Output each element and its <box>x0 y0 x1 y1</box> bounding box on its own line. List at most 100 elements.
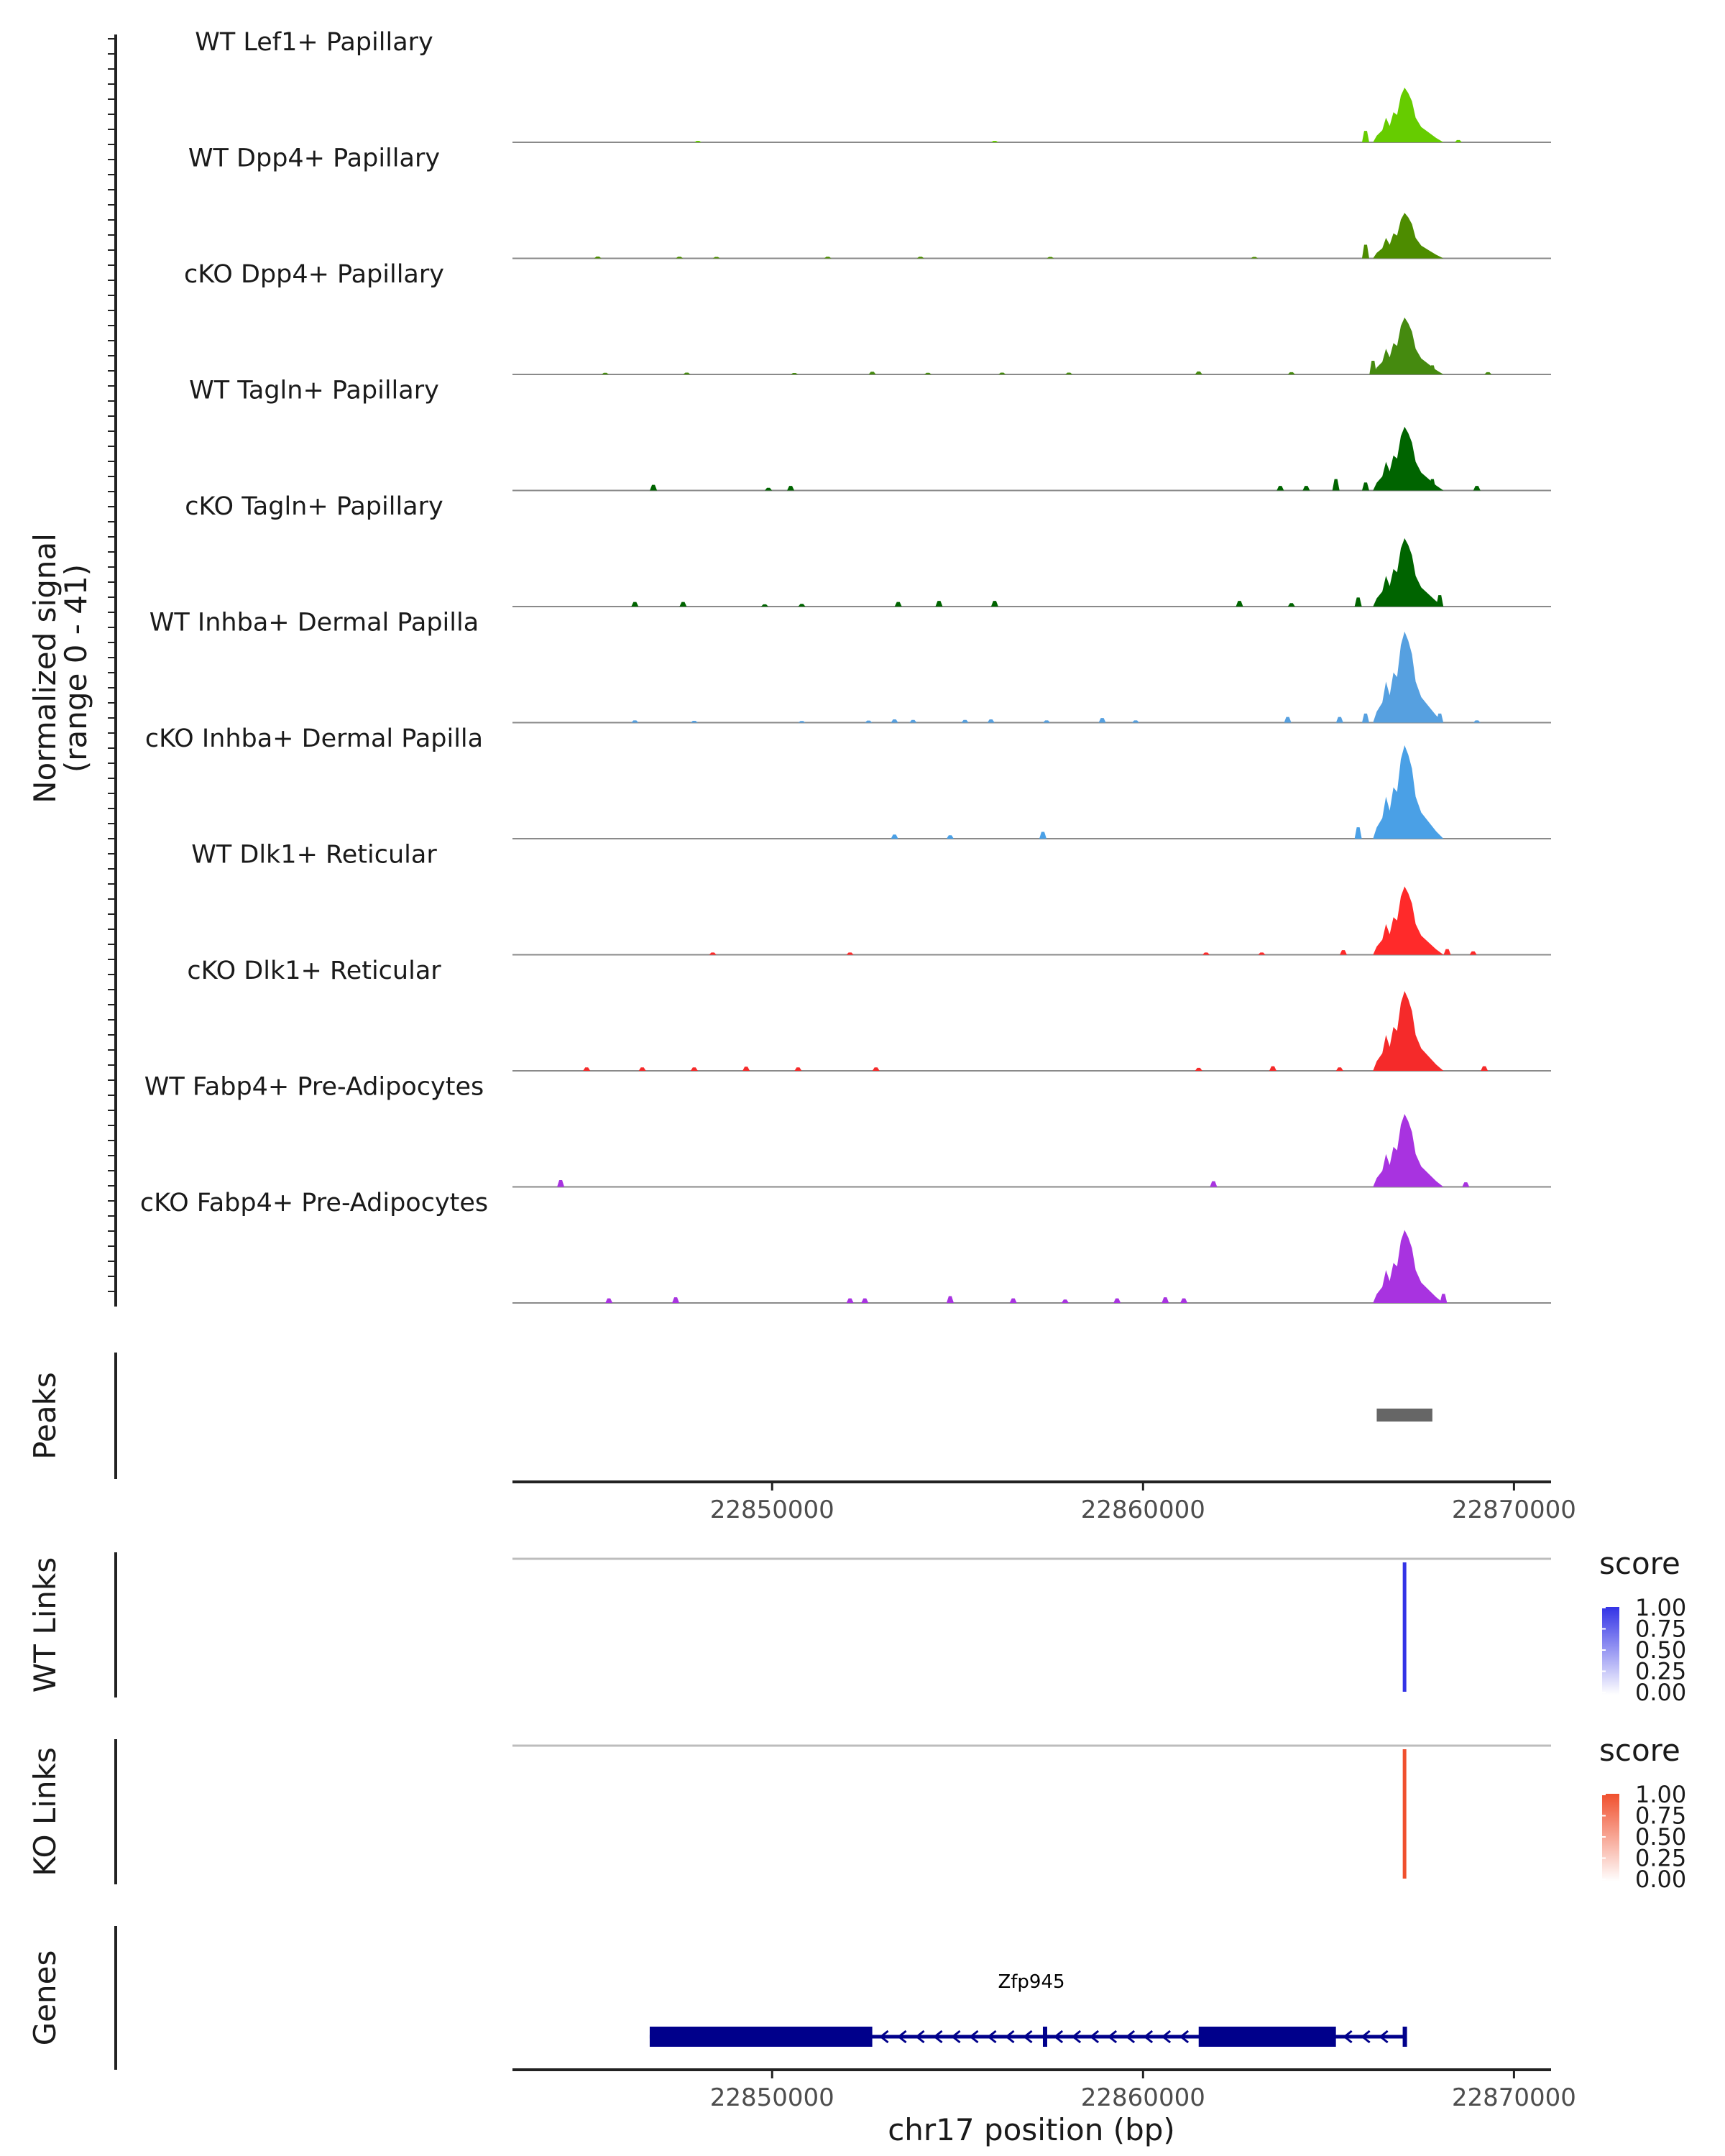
signal-peak <box>1373 426 1444 491</box>
signal-spot <box>1361 482 1369 491</box>
signal-peak <box>1373 213 1444 259</box>
signal-spot <box>605 1298 613 1303</box>
signal-spot <box>1039 831 1046 839</box>
track-label: cKO Dlk1+ Reticular <box>187 957 441 985</box>
x-tick-label: 22860000 <box>1081 2083 1205 2112</box>
signal-spot <box>1332 479 1340 491</box>
signal-spot <box>1462 1182 1470 1187</box>
track-label: WT Dpp4+ Papillary <box>188 144 440 173</box>
x-tick-label: 22850000 <box>710 1496 834 1524</box>
signal-spot <box>742 1067 750 1071</box>
signal-spot <box>1287 372 1295 374</box>
signal-spot <box>694 141 702 142</box>
gene-model <box>649 2027 1407 2047</box>
x-axis-bottom: 22850000 22860000 22870000 <box>710 2070 1576 2112</box>
signal-peak <box>1373 631 1444 723</box>
signal-peak <box>1373 87 1444 142</box>
coverage-y-label: Normalized signal <box>27 533 63 803</box>
signal-spot <box>791 373 799 374</box>
signal-spot <box>891 719 898 723</box>
strand-arrow <box>1107 2030 1118 2044</box>
strand-arrow <box>951 2030 961 2044</box>
peaks-label: Peaks <box>27 1372 63 1460</box>
signal-spot <box>712 257 720 259</box>
signal-spot <box>846 952 854 955</box>
x-tick-label: 22850000 <box>710 2083 834 2112</box>
strand-arrow <box>1005 2030 1015 2044</box>
strand-arrow <box>879 2030 889 2044</box>
signal-spot <box>1369 360 1377 374</box>
peak-regions <box>1376 1409 1432 1422</box>
signal-spot <box>1098 718 1106 723</box>
coverage-tracks: WT Lef1+ Papillary WT Dpp4+ Papillary cKO … <box>140 28 1551 1304</box>
coverage-y-range-label: (range 0 - 41) <box>58 564 93 773</box>
signal-spot <box>1269 1066 1276 1071</box>
signal-spot <box>990 601 998 607</box>
signal-spot <box>961 719 969 723</box>
signal-spot <box>1361 713 1369 723</box>
signal-spot <box>1335 1067 1343 1071</box>
x-axis-top: 22850000 22860000 22870000 <box>710 1482 1576 1524</box>
signal-spot <box>909 719 917 723</box>
signal-spot <box>1195 371 1202 374</box>
track-label: cKO Fabp4+ Pre-Adipocytes <box>140 1189 488 1217</box>
track-label: cKO Inhba+ Dermal Papilla <box>145 724 483 753</box>
signal-spot <box>1284 717 1292 723</box>
legend-title: score <box>1599 1733 1680 1768</box>
signal-peak <box>1373 538 1444 607</box>
signal-spot <box>794 1067 802 1071</box>
signal-spot <box>1361 131 1369 142</box>
signal-spot <box>1361 244 1369 259</box>
signal-spot <box>690 1067 698 1071</box>
strand-arrow <box>1089 2030 1100 2044</box>
signal-spot <box>583 1067 591 1071</box>
signal-spot <box>1180 1298 1188 1303</box>
gene-exon <box>1402 2027 1407 2047</box>
signal-peak <box>1373 886 1444 955</box>
signal-spot <box>894 602 902 607</box>
legend-tick-label: 0.75 <box>1635 1616 1686 1643</box>
signal-spot <box>924 372 932 374</box>
peaks-panel: Peaks 22850000 22860000 22870000 <box>27 1353 1576 1524</box>
signal-spot <box>891 834 898 839</box>
strand-arrow <box>1143 2030 1154 2044</box>
x-tick-label: 22870000 <box>1452 2083 1576 2112</box>
signal-spot <box>1354 827 1362 839</box>
strand-arrow <box>1023 2030 1033 2044</box>
strand-arrow <box>1343 2030 1353 2044</box>
signal-peak <box>1373 317 1444 374</box>
signal-peak <box>1373 1114 1444 1187</box>
signal-spot <box>1061 1299 1069 1303</box>
signal-spot <box>1162 1297 1169 1303</box>
signal-spot <box>987 719 995 723</box>
x-tick-label: 22860000 <box>1081 1496 1205 1524</box>
gene-exon <box>649 2027 873 2047</box>
signal-spot <box>672 1297 680 1303</box>
track-label: cKO Dpp4+ Papillary <box>184 260 444 289</box>
signal-spot <box>868 372 876 374</box>
x-axis-title: chr17 position (bp) <box>888 2112 1175 2147</box>
signal-spot <box>1287 603 1295 607</box>
strand-arrow <box>1071 2030 1082 2044</box>
signal-spot <box>638 1067 646 1071</box>
signal-peak <box>1373 1230 1444 1303</box>
legend-tick-label: 0.00 <box>1635 1679 1686 1706</box>
strand-arrow <box>1161 2030 1172 2044</box>
signal-spot <box>1473 720 1481 723</box>
legend-tick-label: 1.00 <box>1635 1594 1686 1621</box>
track-label: WT Lef1+ Papillary <box>195 28 433 57</box>
signal-spot <box>557 1179 565 1187</box>
signal-spot <box>1354 597 1362 607</box>
signal-spot <box>760 604 768 607</box>
signal-spot <box>1251 257 1259 259</box>
genes-panel: Genes Zfp945 22850000 22860000 22870000 ch… <box>27 1926 1576 2147</box>
strand-arrow <box>1361 2030 1371 2044</box>
strand-arrow <box>1125 2030 1136 2044</box>
signal-spot <box>1443 949 1451 955</box>
strand-arrow <box>1379 2030 1389 2044</box>
legend-tick-label: 1.00 <box>1635 1781 1686 1808</box>
signal-spot <box>798 604 806 607</box>
signal-spot <box>865 720 873 723</box>
